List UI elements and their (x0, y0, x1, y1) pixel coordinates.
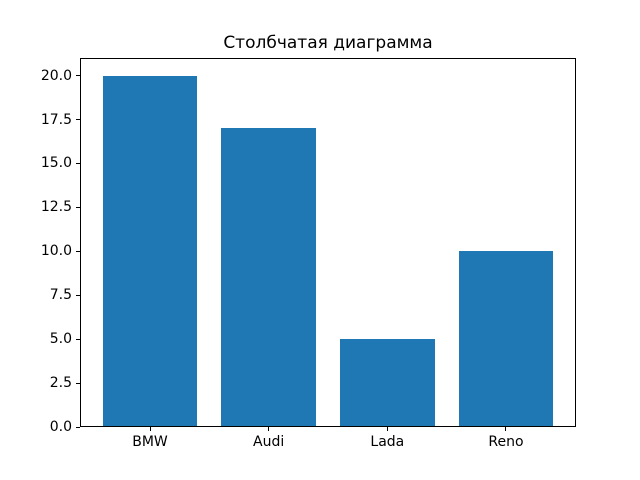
chart-title: Столбчатая диаграмма (223, 33, 433, 53)
y-tick-mark (76, 119, 80, 120)
y-tick-mark (76, 426, 80, 428)
y-tick-mark (76, 382, 80, 384)
bar-reno (458, 251, 554, 427)
bar-audi (221, 128, 317, 427)
y-tick-label: 12.5 (40, 199, 72, 216)
y-tick-mark (76, 75, 80, 77)
y-tick-mark (76, 338, 80, 340)
y-tick-mark (76, 162, 80, 164)
y-tick-label: 2.5 (49, 375, 72, 392)
y-tick-label: 15.0 (40, 155, 72, 172)
y-tick-mark (76, 250, 80, 252)
y-tick-label: 17.5 (40, 111, 72, 128)
y-tick-label: 7.5 (49, 287, 72, 304)
y-tick-label: 20.0 (40, 67, 72, 84)
x-tick-label: Audi (253, 434, 285, 450)
x-tick-label: Reno (488, 434, 524, 450)
y-tick-label: 10.0 (40, 243, 72, 260)
y-tick-label: 5.0 (49, 331, 72, 348)
x-tick-mark (505, 427, 507, 431)
bar-bmw (102, 75, 198, 427)
x-tick-mark (268, 427, 270, 431)
x-tick-label: BMW (132, 434, 168, 450)
plot-area: BMW Audi Lada Reno 0.0 2.5 5.0 7.5 10.0 12.5 15.0 1… (41, 58, 576, 450)
y-tick-mark (76, 294, 80, 296)
x-tick-mark (149, 427, 151, 431)
y-tick-mark (76, 206, 80, 208)
x-tick-mark (386, 427, 388, 431)
y-tick-label: 0.0 (49, 419, 72, 435)
x-tick-label: Lada (370, 434, 405, 450)
bar-lada (339, 339, 435, 427)
